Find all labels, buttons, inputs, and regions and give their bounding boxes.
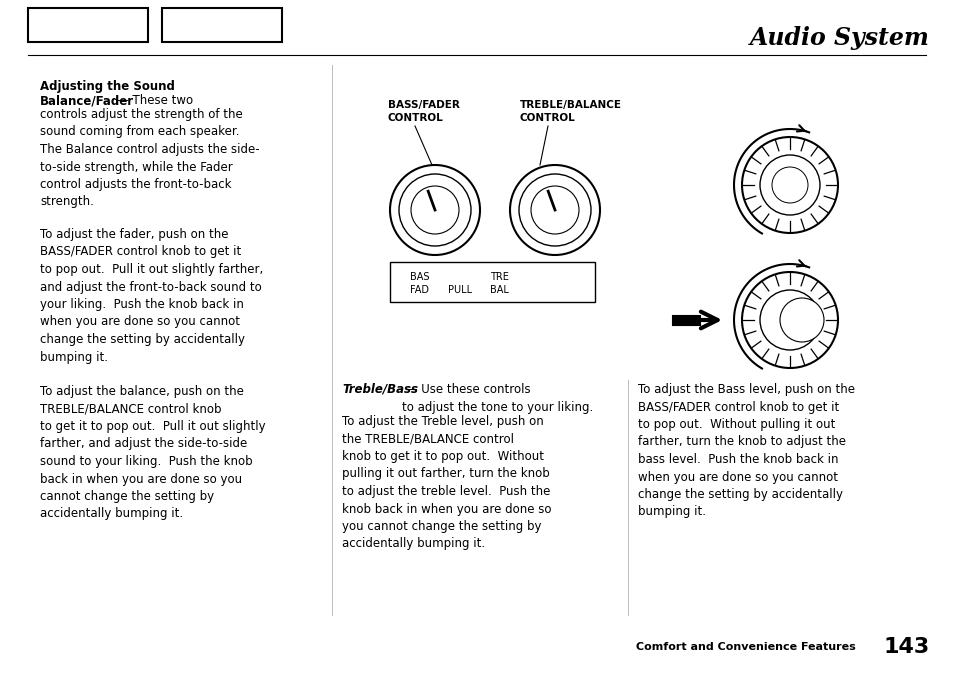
Text: TREBLE/BALANCE: TREBLE/BALANCE [519,100,621,110]
Text: BASS/FADER: BASS/FADER [388,100,459,110]
Text: To adjust the fader, push on the
BASS/FADER control knob to get it
to pop out.  : To adjust the fader, push on the BASS/FA… [40,228,263,363]
Text: PULL: PULL [448,285,472,295]
Circle shape [518,174,590,246]
Text: BAL: BAL [490,285,508,295]
Text: — Use these controls
to adjust the tone to your liking.: — Use these controls to adjust the tone … [401,383,593,414]
Circle shape [398,174,471,246]
Text: controls adjust the strength of the
sound coming from each speaker.
The Balance : controls adjust the strength of the soun… [40,108,259,208]
Circle shape [531,186,578,234]
Text: CONTROL: CONTROL [388,113,443,123]
Bar [162,8,282,42]
Circle shape [780,298,823,342]
Text: 143: 143 [882,637,929,657]
Circle shape [771,167,807,203]
Circle shape [390,165,479,255]
Text: Audio System: Audio System [749,26,929,50]
Text: To adjust the Bass level, push on the
BASS/FADER control knob to get it
to pop o: To adjust the Bass level, push on the BA… [638,383,854,518]
Text: Adjusting the Sound: Adjusting the Sound [40,80,174,93]
Text: TRE: TRE [490,272,508,282]
Text: CONTROL: CONTROL [519,113,576,123]
Circle shape [411,186,458,234]
Circle shape [760,155,820,215]
Text: Comfort and Convenience Features: Comfort and Convenience Features [636,642,855,652]
Text: To adjust the balance, push on the
TREBLE/BALANCE control knob
to get it to pop : To adjust the balance, push on the TREBL… [40,385,265,520]
Circle shape [760,290,820,350]
Text: Balance/Fader: Balance/Fader [40,94,134,107]
Text: — These two: — These two [117,94,193,107]
Text: BAS: BAS [410,272,429,282]
Text: FAD: FAD [410,285,429,295]
Text: Treble/Bass: Treble/Bass [341,383,417,396]
Circle shape [510,165,599,255]
Text: To adjust the Treble level, push on
the TREBLE/BALANCE control
knob to get it to: To adjust the Treble level, push on the … [341,415,551,551]
Bar [390,262,595,302]
Circle shape [741,137,837,233]
Circle shape [741,272,837,368]
Bar [28,8,148,42]
